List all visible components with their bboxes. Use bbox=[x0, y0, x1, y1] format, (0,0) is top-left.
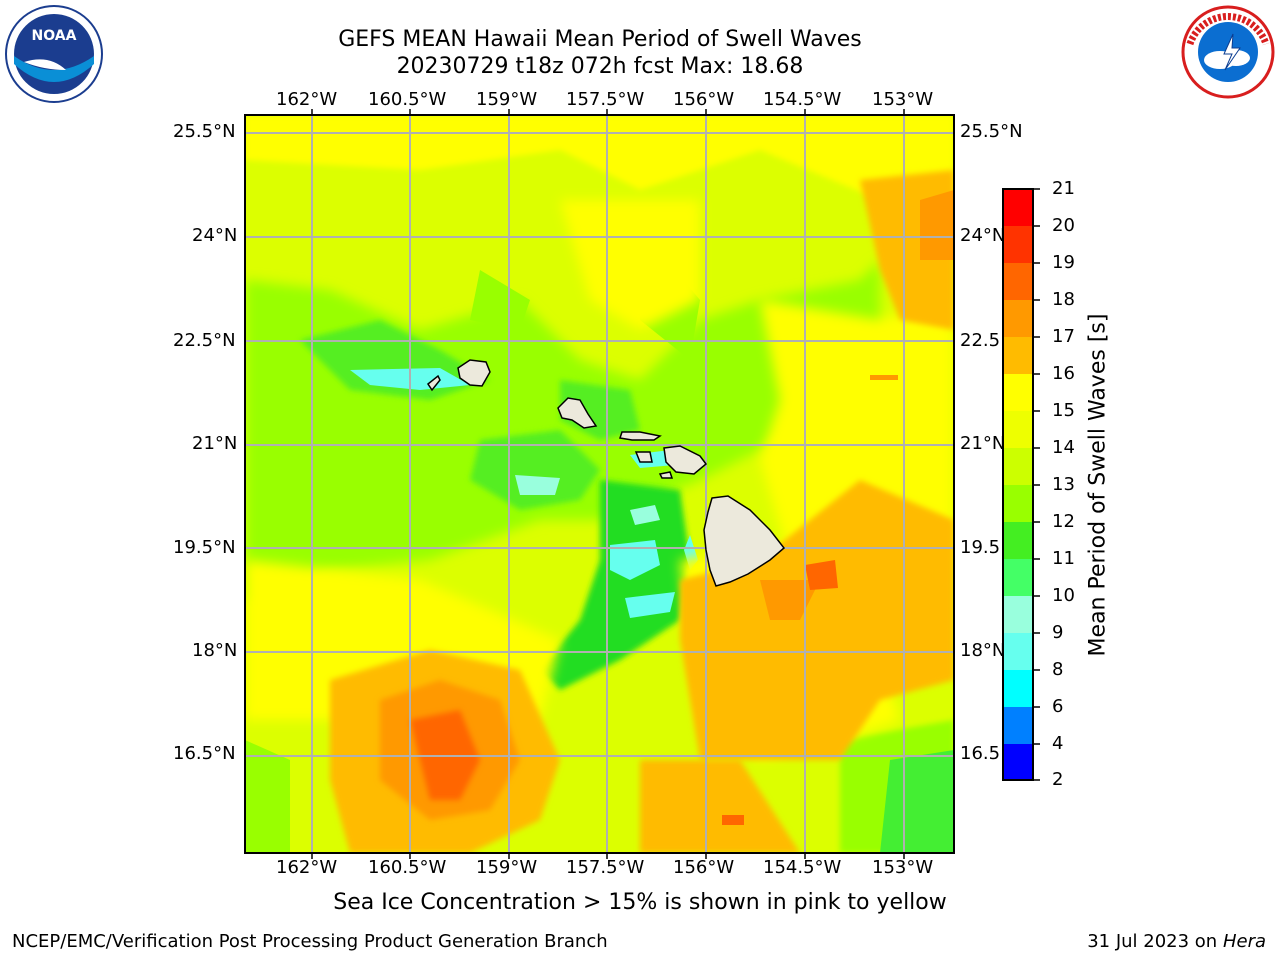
lat-label-left: 18°N bbox=[192, 640, 238, 661]
lat-label-right: 16.5 bbox=[960, 743, 1001, 764]
colorbar-tick: 10 bbox=[1052, 585, 1075, 606]
sea-ice-note: Sea Ice Concentration > 15% is shown in … bbox=[333, 890, 947, 915]
swell-period-field bbox=[245, 115, 954, 853]
colorbar-tick: 2 bbox=[1052, 769, 1064, 790]
lon-label-bottom: 154.5°W bbox=[763, 857, 842, 878]
lon-label-top: 162°W bbox=[276, 89, 338, 110]
lon-label-top: 160.5°W bbox=[368, 89, 447, 110]
island-maui bbox=[663, 445, 708, 475]
colorbar-bin bbox=[1003, 559, 1033, 596]
colorbar-label: Mean Period of Swell Waves [s] bbox=[1085, 313, 1111, 657]
lat-label-right: 19.5 bbox=[960, 537, 1001, 558]
colorbar-bin bbox=[1003, 263, 1033, 300]
footer-date-text: 31 Jul 2023 on bbox=[1087, 931, 1223, 952]
footer-date: 31 Jul 2023 on Hera bbox=[1087, 931, 1266, 952]
colorbar-bin bbox=[1003, 744, 1033, 780]
colorbar-tick: 6 bbox=[1052, 696, 1064, 717]
lon-label-top: 154.5°W bbox=[763, 89, 842, 110]
colorbar-tick: 4 bbox=[1052, 733, 1064, 754]
colorbar-bin bbox=[1003, 337, 1033, 374]
lon-label-top: 153°W bbox=[872, 89, 934, 110]
colorbar-tick: 20 bbox=[1052, 215, 1075, 236]
lat-label-left: 22.5°N bbox=[173, 330, 236, 351]
island-molokai bbox=[619, 431, 662, 441]
lat-label-right: 18°N bbox=[960, 640, 1006, 661]
lat-label-right: 21°N bbox=[960, 433, 1006, 454]
colorbar-bin bbox=[1003, 670, 1033, 707]
island-kauai bbox=[457, 359, 491, 387]
lon-label-top: 157.5°W bbox=[566, 89, 645, 110]
colorbar-tick: 19 bbox=[1052, 252, 1075, 273]
lat-label-left: 16.5°N bbox=[173, 743, 236, 764]
chart-title: GEFS MEAN Hawaii Mean Period of Swell Wa… bbox=[338, 27, 862, 52]
colorbar-tick: 18 bbox=[1052, 289, 1075, 310]
noaa-logo: NOAA bbox=[5, 5, 103, 103]
lat-label-right: 22.5 bbox=[960, 330, 1001, 351]
island-lanai bbox=[634, 451, 653, 463]
graticule bbox=[245, 115, 954, 853]
lon-label-bottom: 160.5°W bbox=[368, 857, 447, 878]
hawaiian-islands bbox=[426, 359, 786, 587]
colorbar-tick: 8 bbox=[1052, 659, 1064, 680]
lon-label-top: 159°W bbox=[476, 89, 538, 110]
colorbar-tick: 21 bbox=[1052, 178, 1075, 199]
island-niihau bbox=[426, 374, 441, 392]
colorbar-bin bbox=[1003, 485, 1033, 522]
colorbar-tick: 9 bbox=[1052, 622, 1064, 643]
colorbar-bin bbox=[1003, 226, 1033, 263]
lat-label-right: 24°N bbox=[960, 225, 1006, 246]
footer-host: Hera bbox=[1222, 931, 1266, 952]
colorbar-bin bbox=[1003, 374, 1033, 411]
colorbar-tick: 17 bbox=[1052, 326, 1075, 347]
lon-label-bottom: 156°W bbox=[673, 857, 735, 878]
lat-label-left: 25.5°N bbox=[173, 121, 236, 142]
colorbar-tick: 15 bbox=[1052, 400, 1075, 421]
lat-label-right: 25.5°N bbox=[960, 121, 1023, 142]
colorbar-tick: 12 bbox=[1052, 511, 1075, 532]
lat-label-left: 24°N bbox=[192, 225, 238, 246]
island-oahu bbox=[557, 397, 598, 429]
colorbar-bin bbox=[1003, 411, 1033, 448]
lat-label-left: 19.5°N bbox=[173, 537, 236, 558]
lon-label-bottom: 159°W bbox=[476, 857, 538, 878]
noaa-logo-text: NOAA bbox=[32, 28, 77, 44]
island-hawaii bbox=[703, 495, 786, 587]
colorbar-tick: 14 bbox=[1052, 437, 1075, 458]
colorbar-bin bbox=[1003, 189, 1033, 226]
colorbar-bin bbox=[1003, 522, 1033, 559]
lon-label-bottom: 157.5°W bbox=[566, 857, 645, 878]
colorbar-tick: 13 bbox=[1052, 474, 1075, 495]
colorbar bbox=[1002, 188, 1040, 781]
colorbar-bin bbox=[1003, 448, 1033, 485]
colorbar-bin bbox=[1003, 596, 1033, 633]
island-kahoolawe bbox=[658, 471, 674, 479]
footer-credit: NCEP/EMC/Verification Post Processing Pr… bbox=[12, 931, 608, 952]
lon-label-bottom: 162°W bbox=[276, 857, 338, 878]
colorbar-bin bbox=[1003, 633, 1033, 670]
forecast-info: 20230729 t18z 072h fcst Max: 18.68 bbox=[396, 54, 804, 79]
lon-label-top: 156°W bbox=[673, 89, 735, 110]
colorbar-tick: 11 bbox=[1052, 548, 1075, 569]
colorbar-tick: 16 bbox=[1052, 363, 1075, 384]
colorbar-bin bbox=[1003, 300, 1033, 337]
nws-logo bbox=[1181, 5, 1275, 99]
lon-label-bottom: 153°W bbox=[872, 857, 934, 878]
colorbar-bin bbox=[1003, 707, 1033, 744]
lat-label-left: 21°N bbox=[192, 433, 238, 454]
map-frame bbox=[244, 114, 955, 854]
